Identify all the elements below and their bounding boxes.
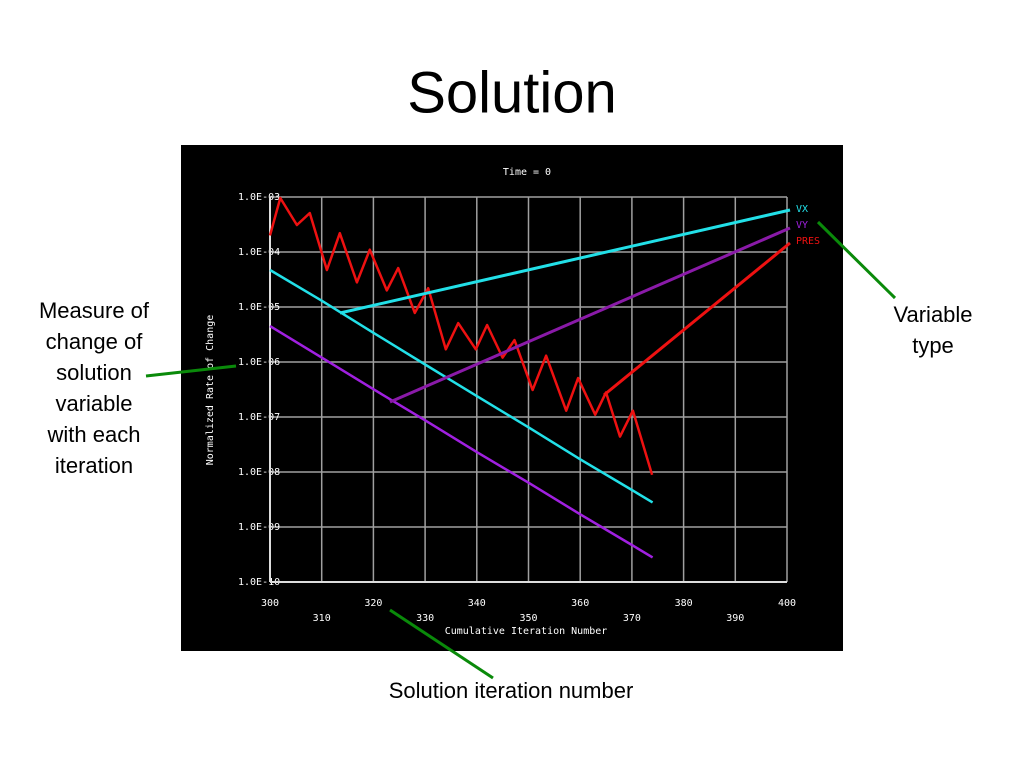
x-tick-label: 320 (364, 598, 382, 609)
x-tick-label: 400 (778, 598, 796, 609)
x-tick-label: 300 (261, 598, 279, 609)
annotation: change of (46, 329, 144, 354)
annotation-pointer (145, 364, 237, 378)
series-line (269, 325, 654, 559)
series-line (268, 196, 654, 476)
chart-title: Time = 0 (503, 167, 551, 178)
x-tick-label: 310 (313, 613, 331, 624)
legend-entry: VX (796, 204, 808, 215)
slide-title: Solution (407, 60, 617, 125)
legend-entry: VY (796, 220, 808, 231)
x-axis-label: Cumulative Iteration Number (445, 626, 608, 637)
y-tick-label: 1.0E-05 (238, 302, 280, 313)
x-tick-label: 330 (416, 613, 434, 624)
x-tick-label: 390 (726, 613, 744, 624)
x-tick-label: 350 (519, 613, 537, 624)
x-tick-label: 360 (571, 598, 589, 609)
y-tick-label: 1.0E-10 (238, 577, 280, 588)
x-tick-label: 370 (623, 613, 641, 624)
annotation: iteration (55, 453, 133, 478)
annotation: Solution iteration number (389, 678, 634, 703)
annotation-pointer (816, 220, 897, 300)
annotation: Variable (893, 302, 972, 327)
series-line (269, 268, 654, 504)
y-tick-label: 1.0E-08 (238, 467, 280, 478)
legend-entry: PRES (796, 236, 820, 247)
annotation: solution (56, 360, 132, 385)
legend-leader (389, 226, 791, 404)
x-tick-label: 340 (468, 598, 486, 609)
annotations: Measure of change of solution variable with … (39, 298, 973, 703)
y-tick-label: 1.0E-09 (238, 522, 280, 533)
x-tick-label: 380 (675, 598, 693, 609)
y-tick-label: 1.0E-06 (238, 357, 280, 368)
y-axis-label: Normalized Rate of Change (205, 315, 216, 466)
annotation: with each (47, 422, 141, 447)
annotation: type (912, 333, 954, 358)
annotation: variable (55, 391, 132, 416)
legend-leader (603, 241, 791, 397)
chart-background (181, 145, 843, 651)
y-tick-label: 1.0E-03 (238, 192, 280, 203)
annotation: Measure of (39, 298, 150, 323)
y-tick-label: 1.0E-04 (238, 247, 280, 258)
y-tick-label: 1.0E-07 (238, 412, 280, 423)
annotation-pointer (389, 608, 494, 680)
legend-leader (339, 208, 791, 315)
chart: 1.0E-03 1.0E-04 1.0E-05 1.0E-06 1.0E-07 1.0E-… (205, 167, 820, 637)
